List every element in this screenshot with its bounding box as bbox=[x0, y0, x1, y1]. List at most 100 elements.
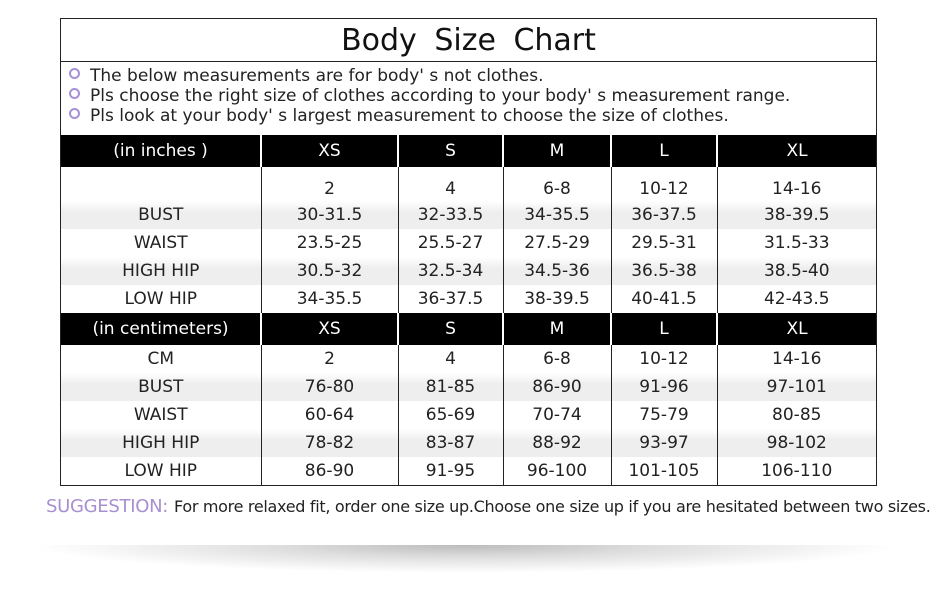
table-cell: 2 bbox=[260, 167, 398, 201]
table-cell: 98-102 bbox=[716, 429, 876, 457]
table-cell: 93-97 bbox=[610, 429, 717, 457]
table-cell: 106-110 bbox=[716, 457, 876, 485]
table-cell: 83-87 bbox=[397, 429, 503, 457]
table-cell: 91-95 bbox=[397, 457, 503, 485]
table-cell: 2 bbox=[260, 345, 398, 373]
table-cell: 96-100 bbox=[502, 457, 611, 485]
table-cell: 32.5-34 bbox=[397, 257, 503, 285]
suggestion-label: SUGGESTION: bbox=[46, 496, 168, 517]
note-text: Pls choose the right size of clothes acc… bbox=[90, 86, 791, 106]
table-cell: 38.5-40 bbox=[716, 257, 876, 285]
table-cell: 42-43.5 bbox=[716, 285, 876, 313]
table-cell: 88-92 bbox=[502, 429, 611, 457]
chart-title: Body Size Chart bbox=[61, 19, 876, 62]
table-cell: 101-105 bbox=[610, 457, 717, 485]
header-cell: L bbox=[610, 313, 717, 345]
row-label: LOW HIP bbox=[124, 289, 197, 309]
note: Pls choose the right size of clothes acc… bbox=[69, 86, 876, 106]
table-cell: 31.5-33 bbox=[716, 229, 876, 257]
row-label: HIGH HIP bbox=[61, 257, 261, 285]
row-label: WAIST bbox=[133, 233, 188, 253]
table-cell: 36-37.5 bbox=[610, 201, 717, 229]
table-row: HIGH HIP 78-82 83-87 88-92 93-97 98-102 bbox=[61, 429, 876, 457]
header-cell: L bbox=[610, 135, 717, 167]
shadow-decoration bbox=[30, 545, 900, 573]
table-row: CM 2 4 6-8 10-12 14-16 bbox=[61, 345, 876, 373]
table-cell: 36.5-38 bbox=[610, 257, 717, 285]
table-cell: 34.5-36 bbox=[502, 257, 611, 285]
table-cell: 38-39.5 bbox=[716, 201, 876, 229]
table-row: LOW HIP 34-35.5 36-37.5 38-39.5 40-41.5 42-43… bbox=[61, 285, 876, 313]
centimeters-header-row: (in centimeters) XS S M L XL bbox=[61, 313, 876, 345]
table-cell: 40-41.5 bbox=[610, 285, 717, 313]
table-row: BUST 30-31.5 32-33.5 34-35.5 36-37.5 38-39.5 bbox=[61, 201, 876, 229]
row-label: CM bbox=[147, 349, 175, 369]
table-cell: 23.5-25 bbox=[260, 229, 398, 257]
table-cell: 6-8 bbox=[502, 345, 611, 373]
bullet-icon bbox=[69, 68, 80, 79]
table-cell: 34-35.5 bbox=[502, 201, 611, 229]
header-cell: XS bbox=[260, 313, 398, 345]
table-cell: 75-79 bbox=[610, 401, 717, 429]
table-cell: 30-31.5 bbox=[260, 201, 398, 229]
header-cell: M bbox=[502, 135, 611, 167]
header-cell: (in inches ) bbox=[61, 135, 261, 167]
bullet-icon bbox=[69, 108, 80, 119]
notes: The below measurements are for body' s n… bbox=[61, 62, 876, 135]
table-cell: 78-82 bbox=[260, 429, 398, 457]
note-text: The below measurements are for body' s n… bbox=[90, 66, 544, 86]
table-cell: 81-85 bbox=[397, 373, 503, 401]
table-cell: 10-12 bbox=[610, 345, 717, 373]
table-cell: 29.5-31 bbox=[610, 229, 717, 257]
header-cell: S bbox=[397, 313, 503, 345]
header-cell: S bbox=[397, 135, 503, 167]
table-cell: 91-96 bbox=[610, 373, 717, 401]
table-cell: 97-101 bbox=[716, 373, 876, 401]
row-label: HIGH HIP bbox=[61, 429, 261, 457]
table-row: HIGH HIP 30.5-32 32.5-34 34.5-36 36.5-38 38.5… bbox=[61, 257, 876, 285]
row-label: BUST bbox=[61, 201, 261, 229]
row-label: BUST bbox=[61, 373, 261, 401]
table-cell: 25.5-27 bbox=[397, 229, 503, 257]
table-cell: 65-69 bbox=[397, 401, 503, 429]
table-cell: 80-85 bbox=[716, 401, 876, 429]
table-cell: 38-39.5 bbox=[502, 285, 611, 313]
table-row: LOW HIP 86-90 91-95 96-100 101-105 106-110 bbox=[61, 457, 876, 485]
header-cell: M bbox=[502, 313, 611, 345]
table-cell: 30.5-32 bbox=[260, 257, 398, 285]
size-table: (in inches ) XS S M L XL 2 4 6-8 10-12 14-16 BUST 30… bbox=[61, 135, 876, 485]
table-cell: 27.5-29 bbox=[502, 229, 611, 257]
table-cell: 36-37.5 bbox=[397, 285, 503, 313]
table-cell: 14-16 bbox=[716, 345, 876, 373]
table-cell: 6-8 bbox=[502, 167, 611, 201]
table-row: BUST 76-80 81-85 86-90 91-96 97-101 bbox=[61, 373, 876, 401]
table-row: 2 4 6-8 10-12 14-16 bbox=[61, 167, 876, 201]
table-cell: 10-12 bbox=[610, 167, 717, 201]
note: Pls look at your body' s largest measure… bbox=[69, 106, 876, 126]
table-cell: 34-35.5 bbox=[260, 285, 398, 313]
table-cell: 32-33.5 bbox=[397, 201, 503, 229]
table-cell: 86-90 bbox=[502, 373, 611, 401]
table-cell: 86-90 bbox=[260, 457, 398, 485]
header-cell: XL bbox=[716, 313, 876, 345]
size-chart: Body Size Chart The below measurements a… bbox=[60, 18, 877, 486]
row-label bbox=[61, 167, 261, 201]
header-cell: XL bbox=[716, 135, 876, 167]
header-cell: (in centimeters) bbox=[61, 313, 261, 345]
inches-header-row: (in inches ) XS S M L XL bbox=[61, 135, 876, 167]
row-label: LOW HIP bbox=[124, 461, 197, 481]
bullet-icon bbox=[69, 88, 80, 99]
row-label: WAIST bbox=[133, 405, 188, 425]
table-cell: 14-16 bbox=[716, 167, 876, 201]
table-cell: 76-80 bbox=[260, 373, 398, 401]
table-cell: 60-64 bbox=[260, 401, 398, 429]
suggestion-text: For more relaxed fit, order one size up.… bbox=[174, 497, 930, 516]
table-row: WAIST 23.5-25 25.5-27 27.5-29 29.5-31 31.5-33 bbox=[61, 229, 876, 257]
table-cell: 4 bbox=[397, 167, 503, 201]
header-cell: XS bbox=[260, 135, 398, 167]
suggestion: SUGGESTION: For more relaxed fit, order o… bbox=[46, 496, 930, 517]
table-cell: 70-74 bbox=[502, 401, 611, 429]
note-text: Pls look at your body' s largest measure… bbox=[90, 106, 729, 126]
table-row: WAIST 60-64 65-69 70-74 75-79 80-85 bbox=[61, 401, 876, 429]
note: The below measurements are for body' s n… bbox=[69, 66, 876, 86]
